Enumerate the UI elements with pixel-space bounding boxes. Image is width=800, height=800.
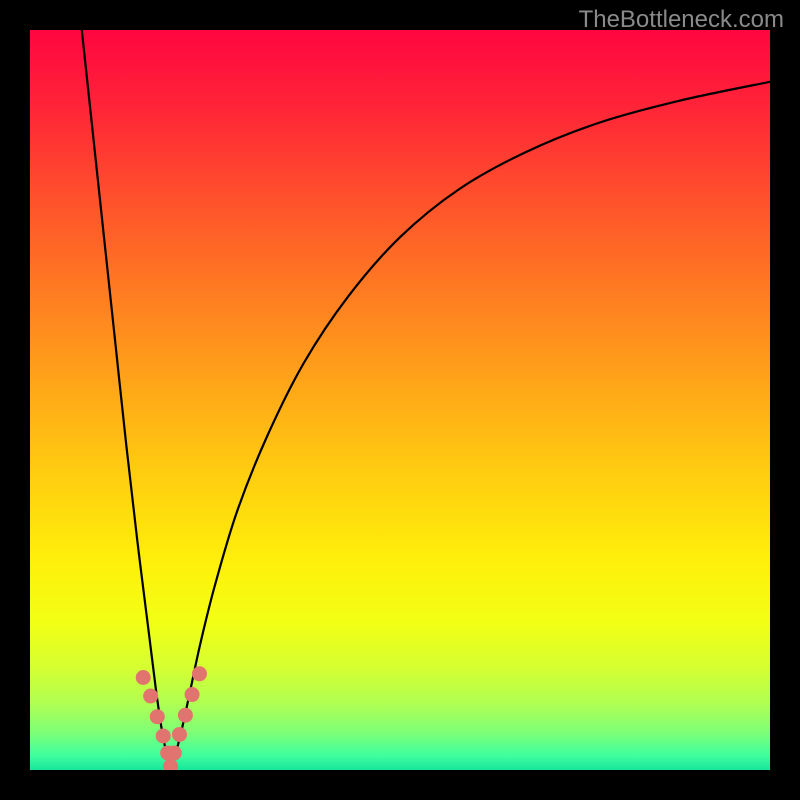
marker-point (185, 688, 199, 702)
marker-point (164, 759, 178, 770)
marker-group (136, 667, 206, 770)
marker-point (192, 667, 206, 681)
marker-point (172, 727, 186, 741)
marker-point (178, 708, 192, 722)
plot-area (30, 30, 770, 770)
marker-point (167, 746, 181, 760)
marker-point (144, 689, 158, 703)
curve-layer (30, 30, 770, 770)
marker-point (156, 729, 170, 743)
marker-point (150, 710, 164, 724)
marker-point (136, 671, 150, 685)
chart-stage: TheBottleneck.com (0, 0, 800, 800)
bottleneck-curve (82, 30, 770, 768)
watermark-text: TheBottleneck.com (579, 6, 784, 34)
